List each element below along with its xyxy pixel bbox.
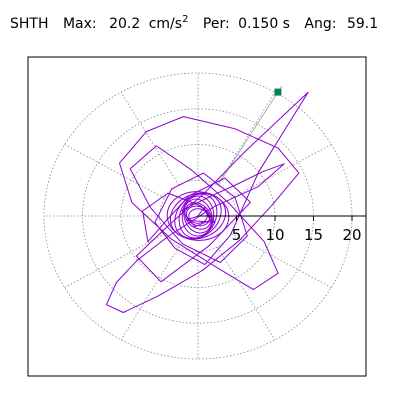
- grid-spoke-210: [64, 233, 165, 288]
- max-unit-exponent: 2: [182, 14, 189, 25]
- radial-tick-label-10: 10: [265, 226, 284, 244]
- max-unit: cm/s: [148, 15, 183, 32]
- grid-spoke-300: [216, 246, 276, 341]
- max-value: 20.2: [109, 15, 141, 32]
- grid-spoke-120: [120, 91, 180, 186]
- trace-core: [166, 191, 230, 241]
- grid-spoke-330: [231, 233, 332, 288]
- radial-axis: 5 10 15 20: [198, 215, 366, 244]
- grid-spoke-30: [231, 144, 332, 199]
- grid-spoke-150: [64, 144, 165, 199]
- angle-label: Ang:: [304, 15, 337, 32]
- max-label: Max:: [62, 15, 97, 32]
- period-label: Per:: [202, 15, 230, 32]
- peak-marker: [274, 88, 282, 96]
- station-code: SHTH: [10, 15, 49, 32]
- angle-value: 59.1: [346, 15, 379, 32]
- motion-trace-0: [105, 91, 309, 313]
- chart-header: SHTH Max: 20.2 cm/s2 Per: 0.150 s Ang: 5…: [10, 14, 378, 32]
- radial-tick-label-15: 15: [304, 226, 323, 244]
- period-value: 0.150 s: [238, 15, 290, 32]
- radial-tick-label-5: 5: [232, 226, 242, 244]
- trace-layer: [105, 91, 309, 313]
- radial-tick-label-20: 20: [342, 226, 361, 244]
- grid-spoke-240: [120, 246, 180, 341]
- peak-marker-layer: [274, 88, 282, 96]
